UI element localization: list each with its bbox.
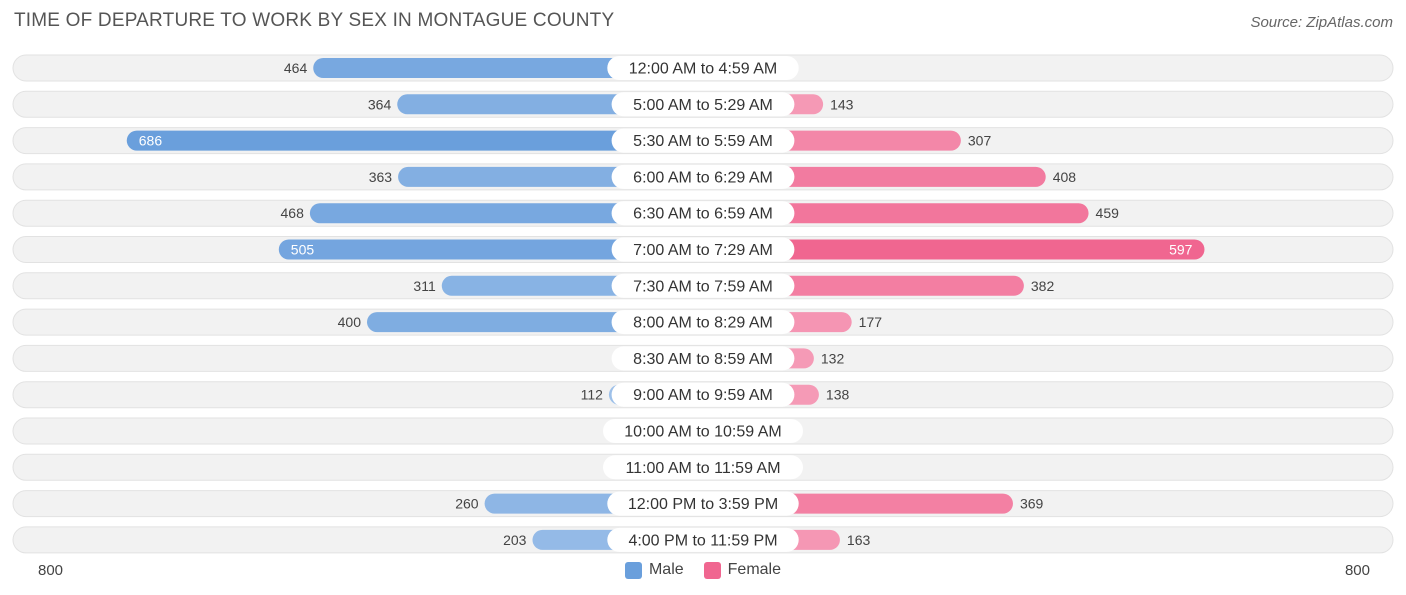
bar-female	[703, 239, 1205, 260]
value-label-male: 505	[291, 242, 315, 258]
category-pill	[611, 273, 795, 298]
category-pill	[607, 491, 799, 516]
source-label: Source: ZipAtlas.com	[1250, 14, 1393, 31]
value-label-male: 311	[413, 278, 436, 294]
axis-right-label: 800	[1344, 562, 1370, 579]
legend: Male Female	[0, 561, 1406, 579]
value-label-male: 203	[503, 532, 527, 548]
category-pill	[611, 237, 795, 262]
category-label: 12:00 PM to 3:59 PM	[628, 496, 778, 513]
value-label-female: 459	[1096, 205, 1120, 221]
category-label: 8:30 AM to 8:59 AM	[633, 351, 773, 368]
category-pill	[603, 419, 803, 443]
category-label: 7:30 AM to 7:59 AM	[633, 278, 773, 295]
bar-male	[313, 58, 703, 78]
bar-male	[309, 203, 703, 224]
category-label: 6:00 AM to 6:29 AM	[633, 169, 773, 186]
legend-item-male[interactable]: Male	[624, 561, 684, 579]
category-pill	[607, 527, 799, 552]
value-label-female: 408	[1053, 169, 1077, 185]
category-label: 7:00 AM to 7:29 AM	[633, 242, 773, 259]
value-label-female: 369	[1020, 496, 1044, 512]
value-label-male: 464	[284, 60, 308, 76]
legend-item-female[interactable]: Female	[703, 561, 782, 579]
bar-female	[703, 203, 1089, 224]
value-label-female: 143	[830, 96, 854, 112]
bar-male	[126, 130, 703, 151]
category-pill	[611, 164, 795, 189]
category-label: 5:30 AM to 5:59 AM	[633, 133, 773, 150]
category-pill	[607, 56, 799, 80]
value-label-female: 597	[1169, 242, 1193, 258]
category-label: 11:00 AM to 11:59 AM	[625, 460, 780, 477]
category-pill	[611, 128, 795, 153]
category-label: 10:00 AM to 10:59 AM	[624, 424, 781, 441]
category-label: 5:00 AM to 5:29 AM	[633, 97, 773, 114]
bar-male	[278, 239, 703, 260]
category-pill	[611, 382, 795, 407]
value-label-male: 400	[338, 314, 362, 330]
category-label: 4:00 PM to 11:59 PM	[628, 532, 777, 549]
value-label-female: 138	[826, 387, 850, 403]
category-pill	[611, 92, 795, 117]
value-label-female: 382	[1031, 278, 1055, 294]
value-label-male: 686	[139, 133, 163, 149]
category-label: 9:00 AM to 9:59 AM	[633, 387, 773, 404]
category-label: 6:30 AM to 6:59 AM	[633, 206, 773, 223]
category-label: 12:00 AM to 4:59 AM	[629, 61, 778, 78]
value-label-male: 112	[581, 387, 604, 403]
category-label: 8:00 AM to 8:29 AM	[633, 315, 773, 332]
axis-left-label: 800	[38, 562, 64, 579]
value-label-female: 163	[847, 532, 871, 548]
legend-label-female: Female	[727, 561, 782, 578]
value-label-male: 364	[368, 96, 392, 112]
value-label-male: 363	[369, 169, 393, 185]
category-pill	[603, 455, 803, 480]
value-label-female: 132	[821, 350, 845, 366]
legend-swatch-female	[703, 561, 721, 579]
value-label-male: 468	[281, 205, 305, 221]
chart-title: TIME OF DEPARTURE TO WORK BY SEX IN MONT…	[14, 10, 615, 31]
category-pill	[611, 201, 795, 226]
value-label-male: 260	[455, 496, 479, 512]
legend-label-male: Male	[648, 561, 684, 578]
value-label-female: 307	[968, 133, 992, 149]
category-pill	[611, 346, 795, 371]
value-label-female: 177	[859, 314, 883, 330]
category-pill	[611, 310, 795, 335]
legend-swatch-male	[624, 561, 642, 579]
